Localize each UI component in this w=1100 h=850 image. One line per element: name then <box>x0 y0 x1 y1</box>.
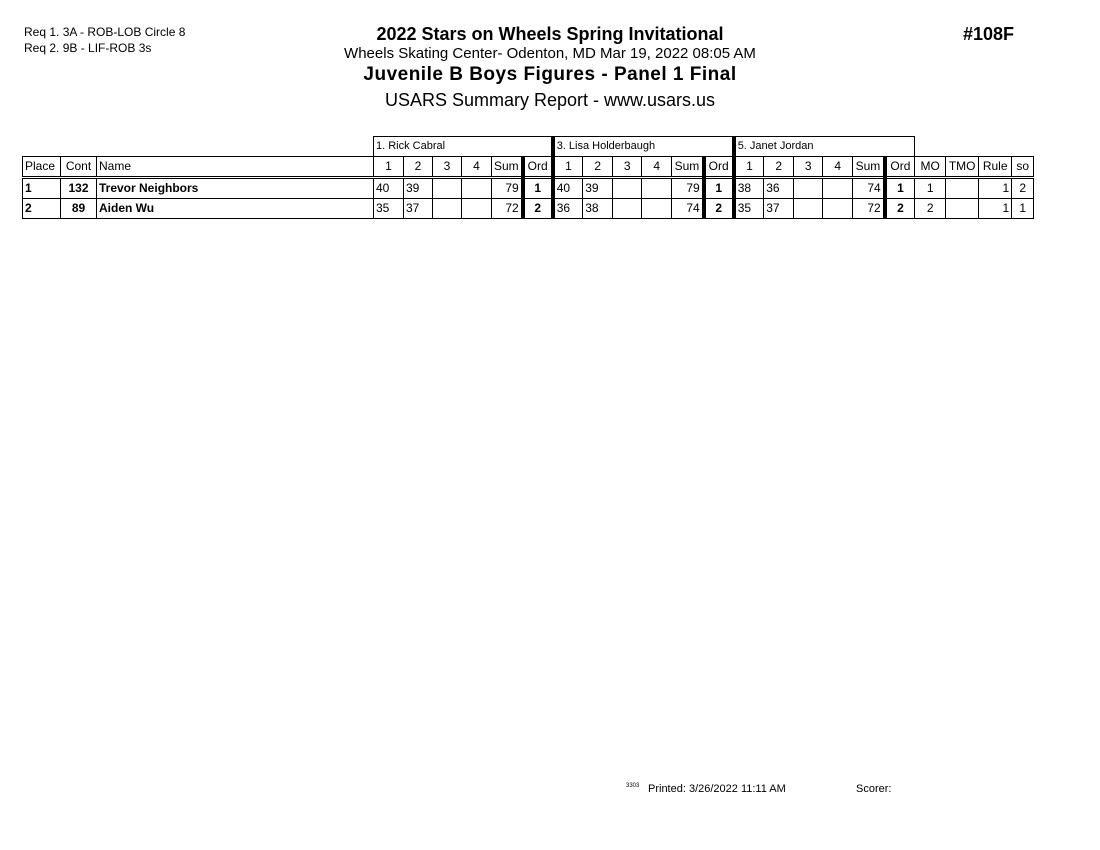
table-row: 2 89 Aiden Wu 35 37 72 2 36 38 74 2 35 37 72 2 2 1 1 <box>22 198 1035 219</box>
rule: 1 <box>978 177 1013 199</box>
header-name: Name <box>96 156 374 179</box>
score: 38 <box>731 177 765 199</box>
event-number: #108F <box>963 24 1015 44</box>
column-header-row: Place Cont Name 1 2 3 4 Sum Ord 1 2 3 4 Sum Ord 1 2 3 4 Sum… <box>22 156 1035 179</box>
skater-name: Aiden Wu <box>96 198 374 219</box>
header-s2: 2 <box>403 156 433 179</box>
score <box>432 198 462 219</box>
score <box>641 177 673 199</box>
place: 2 <box>22 198 61 219</box>
header-mo: MO <box>914 156 947 179</box>
header-s3: 3 <box>432 156 462 179</box>
judge-sum: 79 <box>490 177 524 199</box>
judge-ordinal: 2 <box>882 198 916 219</box>
mo: 2 <box>914 198 947 219</box>
judge-sum: 74 <box>671 198 705 219</box>
header-s1: 1 <box>373 156 404 179</box>
header-cont: Cont <box>60 156 97 179</box>
spacer <box>915 137 1034 157</box>
skater-name: Trevor Neighbors <box>96 177 374 199</box>
so: 1 <box>1011 198 1035 219</box>
score <box>822 177 854 199</box>
scorer-label: Scorer: <box>856 783 892 795</box>
header-s2: 2 <box>763 156 795 179</box>
score: 37 <box>403 198 433 219</box>
header-s4: 4 <box>822 156 854 179</box>
score: 35 <box>731 198 765 219</box>
header-s2: 2 <box>582 156 614 179</box>
score: 39 <box>582 177 614 199</box>
score: 38 <box>582 198 614 219</box>
so: 2 <box>1011 177 1035 199</box>
judge-ordinal: 2 <box>520 198 554 219</box>
header-ord: Ord <box>520 156 554 179</box>
mo: 1 <box>914 177 947 199</box>
score: 39 <box>403 177 433 199</box>
judge-sum: 74 <box>852 177 886 199</box>
table-row: 1 132 Trevor Neighbors 40 39 79 1 40 39 79 1 38 36 74… <box>22 177 1035 199</box>
header-sum: Sum <box>671 156 705 179</box>
score <box>432 177 462 199</box>
judge-name: 5. Janet Jordan <box>731 136 916 157</box>
header-s1: 1 <box>550 156 584 179</box>
header-s4: 4 <box>641 156 673 179</box>
event-title: 2022 Stars on Wheels Spring Invitational <box>376 24 724 44</box>
header-place: Place <box>22 156 61 179</box>
score: 40 <box>373 177 404 199</box>
score <box>793 177 824 199</box>
header-s3: 3 <box>612 156 643 179</box>
judge-sum: 79 <box>671 177 705 199</box>
place: 1 <box>22 177 61 199</box>
score: 36 <box>763 177 795 199</box>
printed-timestamp: Printed: 3/26/2022 11:11 AM <box>648 783 786 795</box>
header-rule: Rule <box>978 156 1013 179</box>
judge-ordinal: 1 <box>882 177 916 199</box>
judge-ordinal: 1 <box>701 177 735 199</box>
judge-ordinal: 2 <box>701 198 735 219</box>
header-s3: 3 <box>793 156 824 179</box>
header-s4: 4 <box>461 156 492 179</box>
header-so: so <box>1011 156 1035 179</box>
venue-line: Wheels Skating Center- Odenton, MD Mar 1… <box>344 45 756 62</box>
contestant-number: 89 <box>60 198 97 219</box>
results-table: 1. Rick Cabral 3. Lisa Holderbaugh 5. Jane… <box>22 136 1035 219</box>
header-sum: Sum <box>490 156 524 179</box>
footer-code: 3303 <box>626 783 640 789</box>
header-s1: 1 <box>731 156 765 179</box>
tmo <box>945 177 980 199</box>
score <box>641 198 673 219</box>
requirement-2: Req 2. 9B - LIF-ROB 3s <box>24 41 152 55</box>
score <box>612 177 643 199</box>
score: 35 <box>373 198 404 219</box>
division-title: Juvenile B Boys Figures - Panel 1 Final <box>363 64 737 85</box>
judge-name: 3. Lisa Holderbaugh <box>550 136 735 157</box>
score <box>612 198 643 219</box>
judge-name: 1. Rick Cabral <box>372 136 554 157</box>
score <box>793 198 824 219</box>
rule: 1 <box>978 198 1013 219</box>
requirement-1: Req 1. 3A - ROB-LOB Circle 8 <box>24 25 186 39</box>
spacer <box>23 137 374 157</box>
score: 37 <box>763 198 795 219</box>
score: 40 <box>550 177 584 199</box>
judge-ordinal: 1 <box>520 177 554 199</box>
judge-sum: 72 <box>490 198 524 219</box>
header-sum: Sum <box>852 156 886 179</box>
contestant-number: 132 <box>60 177 97 199</box>
judge-sum: 72 <box>852 198 886 219</box>
report-title: USARS Summary Report - www.usars.us <box>384 90 716 110</box>
judge-header-row: 1. Rick Cabral 3. Lisa Holderbaugh 5. Jane… <box>23 136 1034 157</box>
score <box>461 177 492 199</box>
score <box>461 198 492 219</box>
header-tmo: TMO <box>945 156 980 179</box>
score <box>822 198 854 219</box>
header-ord: Ord <box>701 156 735 179</box>
score: 36 <box>550 198 584 219</box>
header-ord: Ord <box>882 156 916 179</box>
tmo <box>945 198 980 219</box>
